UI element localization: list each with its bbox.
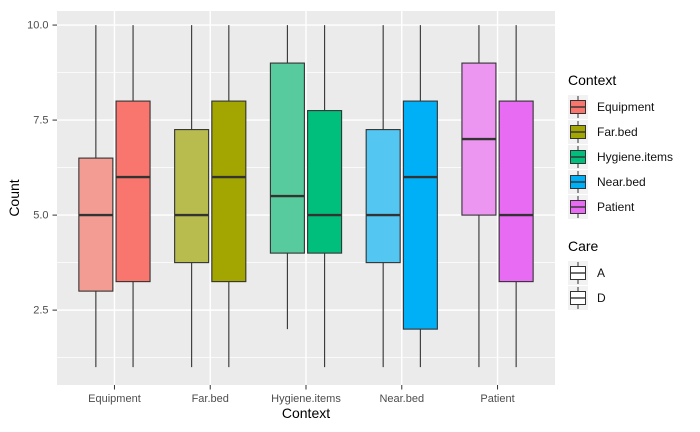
legend-care-title: Care bbox=[568, 238, 599, 254]
y-tick-label: 10.0 bbox=[27, 20, 48, 32]
box-patient-d bbox=[498, 100, 534, 283]
legend-item-hygiene-items: Hygiene.items bbox=[568, 144, 673, 169]
x-tick-label: Equipment bbox=[88, 393, 141, 405]
box-near-bed-d bbox=[402, 100, 438, 330]
y-tick-label: 7.5 bbox=[33, 115, 48, 127]
x-tick-label: Near.bed bbox=[379, 393, 424, 405]
legend-item-care-d: D bbox=[568, 285, 673, 310]
legend: Context Equipment bbox=[568, 72, 673, 310]
boxplot-key-icon bbox=[568, 144, 588, 169]
legend-label: A bbox=[597, 265, 606, 280]
box-hygiene-items-d bbox=[307, 110, 343, 254]
legend-label: Hygiene.items bbox=[597, 149, 674, 164]
y-tick-label: 2.5 bbox=[33, 305, 48, 317]
legend-label: Near.bed bbox=[597, 174, 646, 189]
box-far-bed-a bbox=[174, 129, 210, 264]
legend-item-patient: Patient bbox=[568, 194, 673, 219]
legend-care: Care A D bbox=[568, 238, 673, 310]
legend-item-far-bed: Far.bed bbox=[568, 119, 673, 144]
x-axis-title: Context bbox=[281, 405, 331, 421]
box-hygiene-items-a bbox=[269, 62, 305, 254]
boxplot-key-icon bbox=[568, 169, 588, 194]
boxplot-key-icon bbox=[568, 194, 588, 219]
box-near-bed-a bbox=[365, 129, 401, 264]
legend-item-care-a: A bbox=[568, 260, 673, 285]
legend-label: Equipment bbox=[597, 99, 655, 114]
box-equipment-a bbox=[78, 157, 114, 292]
boxplot-key-icon bbox=[568, 119, 588, 144]
x-tick-label: Far.bed bbox=[192, 393, 229, 405]
legend-label: Far.bed bbox=[597, 124, 638, 139]
boxplot-key-icon bbox=[568, 94, 588, 119]
legend-item-near-bed: Near.bed bbox=[568, 169, 673, 194]
legend-item-equipment: Equipment bbox=[568, 94, 673, 119]
y-axis-title: Count bbox=[6, 179, 22, 217]
y-tick-label: 5.0 bbox=[33, 210, 48, 222]
box-far-bed-d bbox=[211, 100, 247, 283]
boxplot-key-icon bbox=[568, 285, 588, 310]
legend-context-title: Context bbox=[568, 72, 617, 88]
boxplot-key-icon bbox=[568, 260, 588, 285]
x-tick-label: Hygiene.items bbox=[271, 393, 341, 405]
legend-label: D bbox=[597, 290, 606, 305]
legend-label: Patient bbox=[597, 199, 635, 214]
box-equipment-d bbox=[115, 100, 151, 283]
legend-context: Context Equipment bbox=[568, 72, 673, 219]
x-tick-label: Patient bbox=[480, 393, 514, 405]
